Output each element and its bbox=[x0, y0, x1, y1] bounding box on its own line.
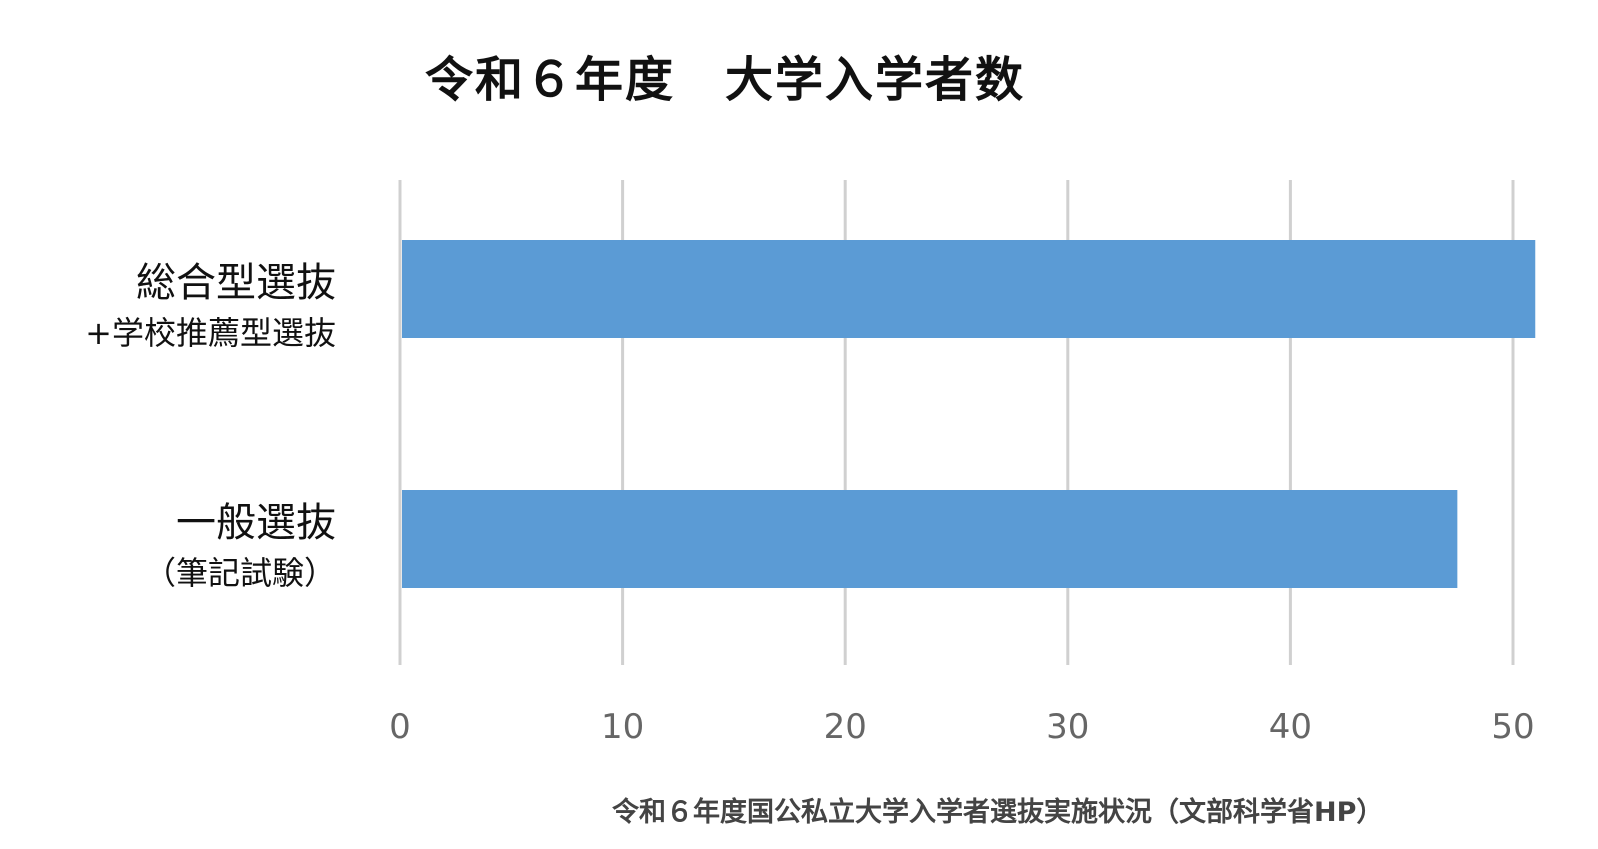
x-tick-label: 50 bbox=[1491, 707, 1534, 747]
category-sub-label: （筆記試験） bbox=[143, 554, 336, 592]
x-tick-label: 20 bbox=[824, 707, 867, 747]
category-label-1: 一般選抜 （筆記試験） bbox=[144, 490, 336, 594]
category-main-label: 一般選抜 bbox=[176, 500, 336, 546]
category-label-0: 総合型選抜 +学校推薦型選抜 bbox=[85, 250, 336, 354]
x-tick-label: 40 bbox=[1269, 707, 1312, 747]
x-tick-label: 0 bbox=[389, 707, 411, 747]
chart-title: 令和６年度 大学入学者数 bbox=[424, 52, 1025, 108]
source-note: 令和６年度国公私立大学入学者選抜実施状況（文部科学省HP） bbox=[612, 797, 1384, 828]
category-sub-label: +学校推薦型選抜 bbox=[85, 314, 336, 352]
x-tick-label: 30 bbox=[1046, 707, 1089, 747]
category-main-label: 総合型選抜 bbox=[136, 260, 336, 306]
bar-1 bbox=[402, 490, 1458, 588]
bar-0 bbox=[402, 240, 1536, 338]
x-tick-label: 10 bbox=[601, 707, 644, 747]
